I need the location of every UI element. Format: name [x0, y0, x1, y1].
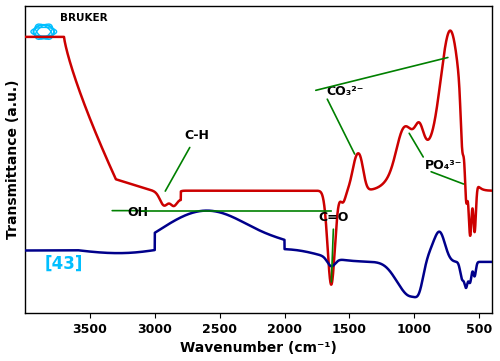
Text: [43]: [43] — [44, 254, 83, 272]
Text: PO₄³⁻: PO₄³⁻ — [424, 158, 462, 171]
Text: C-H: C-H — [166, 129, 209, 191]
Text: CO₃²⁻: CO₃²⁻ — [326, 84, 364, 97]
X-axis label: Wavenumber (cm⁻¹): Wavenumber (cm⁻¹) — [180, 342, 337, 356]
Text: OH: OH — [128, 205, 148, 218]
Text: C=O: C=O — [318, 210, 349, 282]
Y-axis label: Transmittance (a.u.): Transmittance (a.u.) — [6, 80, 20, 239]
Text: BRUKER: BRUKER — [60, 13, 108, 23]
